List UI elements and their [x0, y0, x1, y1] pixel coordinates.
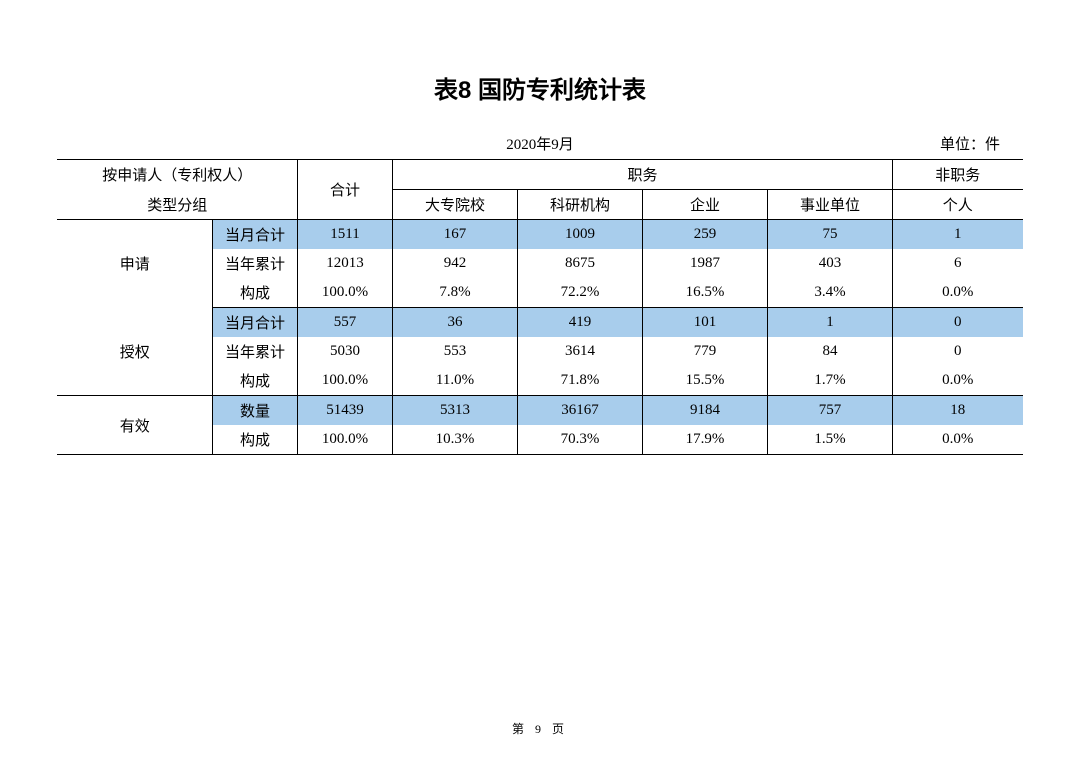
section-name: 申请	[57, 220, 212, 308]
row-label: 构成	[212, 425, 297, 455]
row-label: 当月合计	[212, 220, 297, 250]
cell: 942	[393, 249, 518, 278]
header-row-2: 类型分组 大专院校 科研机构 企业 事业单位 个人	[57, 190, 1022, 220]
cell: 5313	[393, 396, 518, 426]
cell: 101	[643, 308, 768, 338]
cell: 8675	[518, 249, 643, 278]
cell: 1.7%	[768, 366, 893, 396]
hdr-col-4: 个人	[893, 190, 1023, 220]
cell: 1	[768, 308, 893, 338]
cell: 75	[768, 220, 893, 250]
cell: 0.0%	[893, 425, 1023, 455]
report-date: 2020年9月	[506, 133, 574, 154]
table-row: 有效 数量 51439 5313 36167 9184 757 18	[57, 396, 1022, 426]
cell: 72.2%	[518, 278, 643, 308]
cell: 18	[893, 396, 1023, 426]
section-name: 授权	[57, 308, 212, 396]
cell: 1009	[518, 220, 643, 250]
cell: 403	[768, 249, 893, 278]
row-label: 构成	[212, 278, 297, 308]
row-label: 构成	[212, 366, 297, 396]
row-label: 当年累计	[212, 249, 297, 278]
document-page: 表8 国防专利统计表 2020年9月 单位：件 按申请人（专利权人） 合计 职务…	[0, 0, 1080, 763]
cell: 100.0%	[298, 278, 393, 308]
cell: 12013	[298, 249, 393, 278]
cell: 3.4%	[768, 278, 893, 308]
cell: 1	[893, 220, 1023, 250]
hdr-group1: 按申请人（专利权人）	[57, 160, 297, 190]
hdr-col-1: 科研机构	[518, 190, 643, 220]
hdr-total: 合计	[298, 160, 393, 220]
cell: 36167	[518, 396, 643, 426]
cell: 10.3%	[393, 425, 518, 455]
cell: 553	[393, 337, 518, 366]
cell: 1.5%	[768, 425, 893, 455]
cell: 36	[393, 308, 518, 338]
cell: 70.3%	[518, 425, 643, 455]
cell: 757	[768, 396, 893, 426]
cell: 11.0%	[393, 366, 518, 396]
stat-table: 按申请人（专利权人） 合计 职务 非职务 类型分组 大专院校 科研机构 企业 事…	[57, 159, 1022, 455]
cell: 16.5%	[643, 278, 768, 308]
row-label: 当月合计	[212, 308, 297, 338]
cell: 84	[768, 337, 893, 366]
cell: 71.8%	[518, 366, 643, 396]
table-row: 授权 当月合计 557 36 419 101 1 0	[57, 308, 1022, 338]
cell: 51439	[298, 396, 393, 426]
hdr-group2: 类型分组	[57, 190, 297, 220]
cell: 100.0%	[298, 366, 393, 396]
header-row-1: 按申请人（专利权人） 合计 职务 非职务	[57, 160, 1022, 190]
cell: 15.5%	[643, 366, 768, 396]
cell: 7.8%	[393, 278, 518, 308]
meta-row: 2020年9月 单位：件	[80, 133, 1000, 155]
table-title: 表8 国防专利统计表	[0, 70, 1080, 105]
cell: 3614	[518, 337, 643, 366]
cell: 167	[393, 220, 518, 250]
page-footer: 第 9 页	[0, 720, 1080, 737]
cell: 1511	[298, 220, 393, 250]
cell: 100.0%	[298, 425, 393, 455]
row-label: 当年累计	[212, 337, 297, 366]
table-row: 申请 当月合计 1511 167 1009 259 75 1	[57, 220, 1022, 250]
cell: 6	[893, 249, 1023, 278]
cell: 17.9%	[643, 425, 768, 455]
hdr-job: 职务	[393, 160, 893, 190]
row-label: 数量	[212, 396, 297, 426]
cell: 419	[518, 308, 643, 338]
cell: 9184	[643, 396, 768, 426]
section-name: 有效	[57, 396, 212, 455]
cell: 5030	[298, 337, 393, 366]
hdr-nonjob: 非职务	[893, 160, 1023, 190]
cell: 0	[893, 337, 1023, 366]
cell: 259	[643, 220, 768, 250]
cell: 0	[893, 308, 1023, 338]
hdr-col-3: 事业单位	[768, 190, 893, 220]
cell: 1987	[643, 249, 768, 278]
report-unit: 单位：件	[940, 133, 1000, 154]
cell: 0.0%	[893, 366, 1023, 396]
cell: 557	[298, 308, 393, 338]
hdr-col-0: 大专院校	[393, 190, 518, 220]
hdr-col-2: 企业	[643, 190, 768, 220]
cell: 0.0%	[893, 278, 1023, 308]
cell: 779	[643, 337, 768, 366]
